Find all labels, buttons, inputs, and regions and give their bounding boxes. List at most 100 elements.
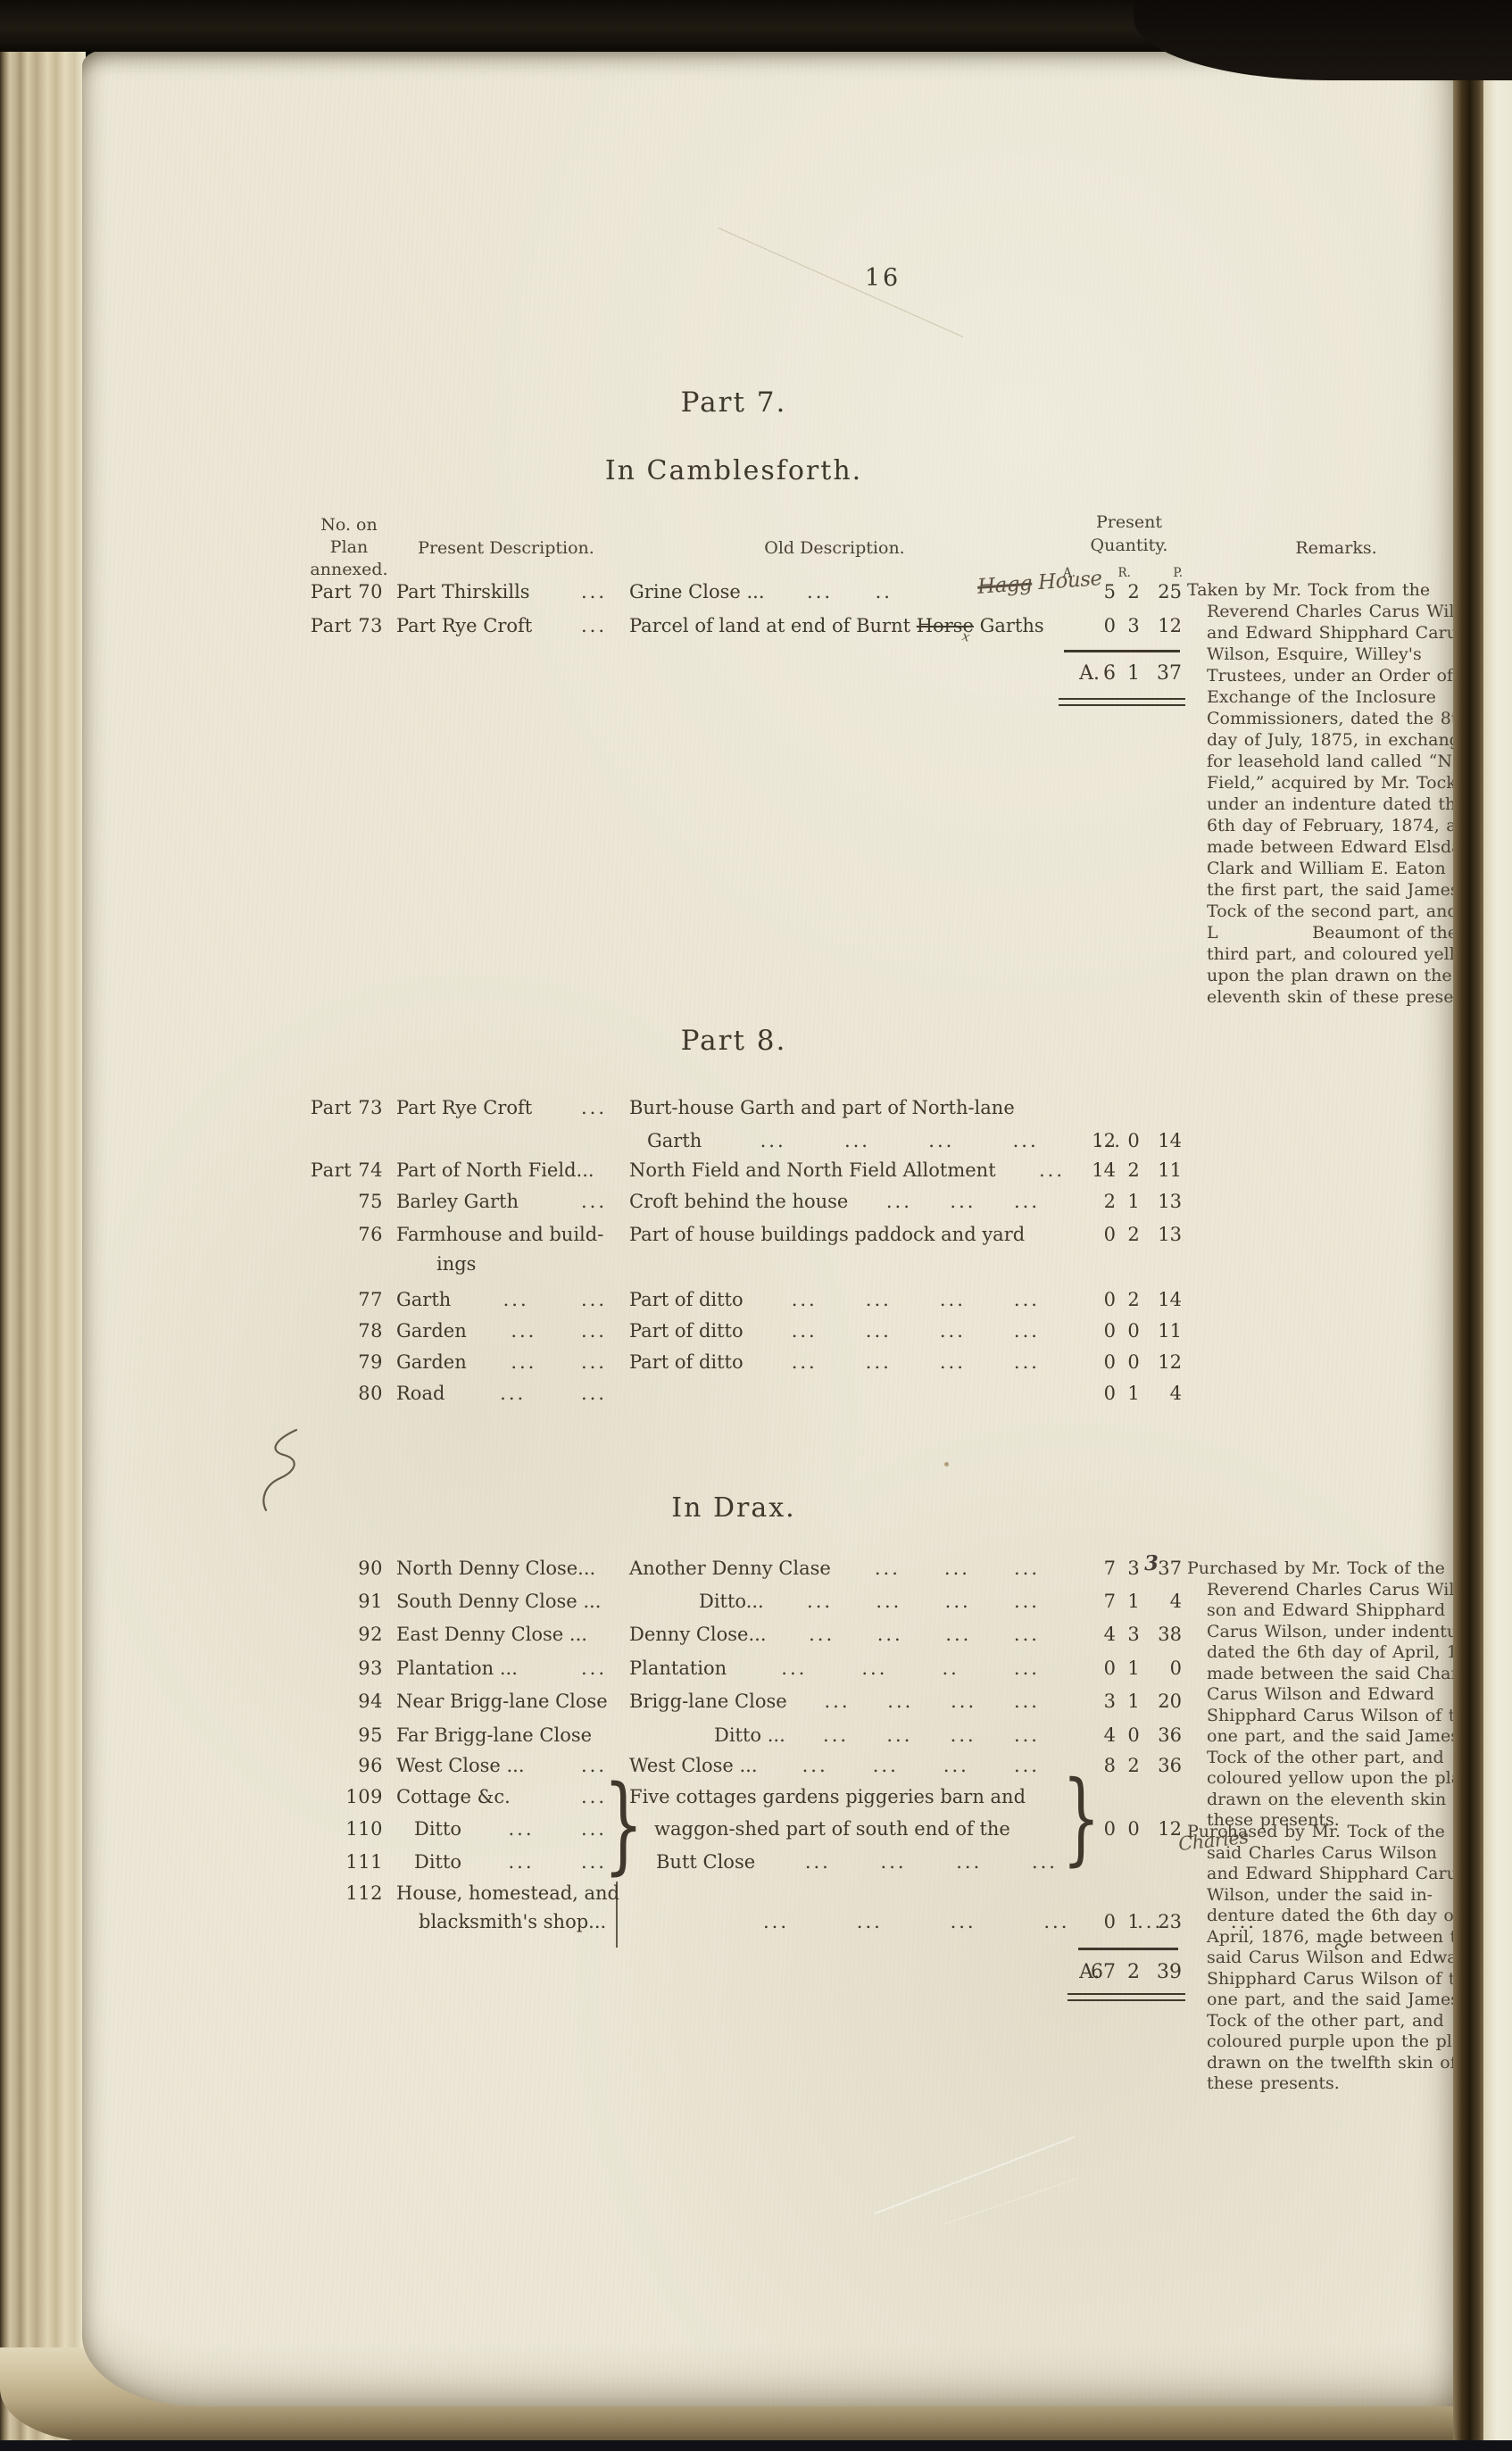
leader-dots: ...	[1038, 1159, 1065, 1181]
description-text: Butt Close	[656, 1851, 756, 1873]
leader-dots: ...	[876, 1591, 902, 1612]
present-description: Part of North Field...	[396, 1157, 607, 1184]
description-text: Garth	[396, 1289, 452, 1310]
present-description: North Denny Close...	[396, 1555, 607, 1582]
qty-p: 36	[1158, 1724, 1182, 1746]
description-text: North Field and North Field Allotment	[629, 1159, 996, 1181]
leader-dots: ...	[580, 615, 607, 636]
leader-dots: ...	[1043, 1911, 1070, 1932]
remarks-line: Shipphard Carus Wilson of the	[1207, 1968, 1462, 1989]
qty-p: 36	[1158, 1755, 1182, 1776]
leader-dots: ...	[928, 1130, 955, 1151]
old-description: waggon-shed part of south end of the	[629, 1815, 1058, 1842]
paper-speck	[944, 1462, 949, 1466]
qty-p: 12	[1158, 615, 1182, 636]
qty-a: 0	[1103, 1320, 1116, 1342]
qty-a: 0	[1103, 1818, 1116, 1840]
qty-p: 11	[1158, 1320, 1182, 1342]
present-description: Garden......	[396, 1317, 607, 1344]
remarks-line: Tock of the other part, and	[1207, 1747, 1444, 1767]
description-text: South Denny Close ...	[396, 1591, 602, 1612]
drax-total-row: A. 67 2 39	[82, 1959, 1462, 1990]
old-description: North Field and North Field Allotment...	[629, 1157, 1065, 1184]
description-text: North Denny Close...	[396, 1558, 596, 1579]
present-description: South Denny Close ...	[396, 1588, 607, 1615]
table-row: 110 Ditto...... waggon-shed part of south …	[82, 1815, 1462, 1846]
remarks-line: dated the 6th day of April, 1876,	[1207, 1642, 1462, 1662]
table-row: 80 Road...... 0 1 4	[82, 1380, 1462, 1410]
row-number: Part 74	[310, 1159, 383, 1181]
remarks-line: Tock of the other part, and	[1207, 2010, 1444, 2031]
col-header-quantity-line: Present	[1096, 512, 1162, 532]
row-number: Part 73	[310, 1097, 383, 1118]
old-description: Ditto ...............	[629, 1722, 1040, 1749]
description-text: Part of ditto	[629, 1351, 744, 1373]
leader-dots: ...	[807, 581, 834, 602]
remarks-line: Purchased by Mr. Tock of the	[1187, 1822, 1445, 1841]
present-description: Plantation ......	[396, 1655, 607, 1682]
qty-p: 20	[1158, 1691, 1182, 1712]
leader-dots: ...	[580, 1818, 607, 1840]
old-description: West Close ...............	[629, 1752, 1040, 1779]
leader-dots: ...	[809, 1624, 835, 1645]
table-row: 112 House, homestead, and	[82, 1880, 1462, 1910]
table-row: Part 73 Part Rye Croft... Parcel of land a…	[82, 612, 1462, 643]
table-row: 95 Far Brigg-lane Close Ditto ............…	[82, 1722, 1462, 1752]
row-number: 91	[358, 1591, 383, 1612]
qty-r: 1	[1127, 1658, 1140, 1679]
leader-dots: ...	[956, 1851, 983, 1873]
leader-dots: ...	[943, 1558, 970, 1579]
row-number: 79	[358, 1351, 383, 1373]
description-text: Part of ditto	[629, 1289, 744, 1310]
qty-r: 1	[1127, 1691, 1140, 1712]
old-description: ..................	[629, 1908, 1257, 1935]
description-text: Road	[396, 1383, 445, 1404]
qty-a: 0	[1103, 1289, 1116, 1310]
remarks-line: Shipphard Carus Wilson of the	[1207, 1705, 1462, 1725]
qty-r: 3	[1127, 1558, 1140, 1579]
leader-dots: ...	[1013, 1191, 1040, 1212]
col-header-no-line: annexed.	[310, 560, 388, 579]
leader-dots: ...	[791, 1289, 818, 1310]
qty-a: 4	[1103, 1724, 1116, 1746]
remarks-drax-1: Purchased by Mr. Tock of the Reverend Cha…	[1187, 1558, 1462, 1832]
qty-a: 0	[1103, 1224, 1116, 1245]
remarks-part7: Taken by Mr. Tock from the Reverend Charl…	[1187, 579, 1462, 1008]
leader-dots: ...	[511, 1351, 537, 1373]
leader-dots: ...	[508, 1851, 535, 1873]
col-header-no: No. on Plan annexed.	[300, 514, 398, 581]
remarks-line: said Carus Wilson and Edward	[1207, 1948, 1462, 1967]
present-description: Far Brigg-lane Close	[396, 1722, 607, 1749]
old-description: Part of ditto............	[629, 1286, 1040, 1313]
paper-scratch	[874, 2136, 1076, 2214]
description-text: Part of house buildings paddock and yard	[629, 1224, 1026, 1245]
row-number: Part 70	[310, 581, 383, 602]
present-description: Farmhouse and build-	[396, 1221, 607, 1248]
leader-dots: ...	[865, 1351, 892, 1373]
row-number: 75	[358, 1191, 383, 1212]
qty-p: 14	[1158, 1289, 1182, 1310]
leader-dots: ...	[872, 1755, 899, 1776]
row-number: 76	[358, 1224, 383, 1245]
table-row: 111 Ditto...... Butt Close............	[82, 1849, 1462, 1879]
description-text: Garden	[396, 1351, 467, 1373]
leader-dots: ...	[802, 1755, 828, 1776]
present-description: ings	[396, 1250, 607, 1277]
table-row: ings	[82, 1250, 1462, 1281]
qty-a: 0	[1103, 615, 1116, 636]
leader-dots: ...	[1031, 1851, 1058, 1873]
description-text: House, homestead, and	[396, 1882, 619, 1904]
leader-dots: ...	[865, 1289, 892, 1310]
qty-a: 7	[1103, 1558, 1116, 1579]
remarks-line: Tock of the second part, and	[1207, 901, 1458, 921]
total-a: 67	[1091, 1961, 1116, 1983]
table-row: blacksmith's shop..................... 0 1…	[82, 1908, 1462, 1939]
remarks-line: day of July, 1875, in exchange	[1207, 730, 1462, 750]
leader-dots: ...	[944, 1591, 971, 1612]
leader-dots: ...	[880, 1851, 907, 1873]
qty-a: 2	[1103, 1191, 1116, 1212]
leader-dots: ...	[824, 1691, 851, 1712]
qty-a: 4	[1103, 1624, 1116, 1645]
leader-dots: ...	[1096, 1130, 1123, 1151]
description-text: Part Rye Croft	[396, 1097, 533, 1118]
